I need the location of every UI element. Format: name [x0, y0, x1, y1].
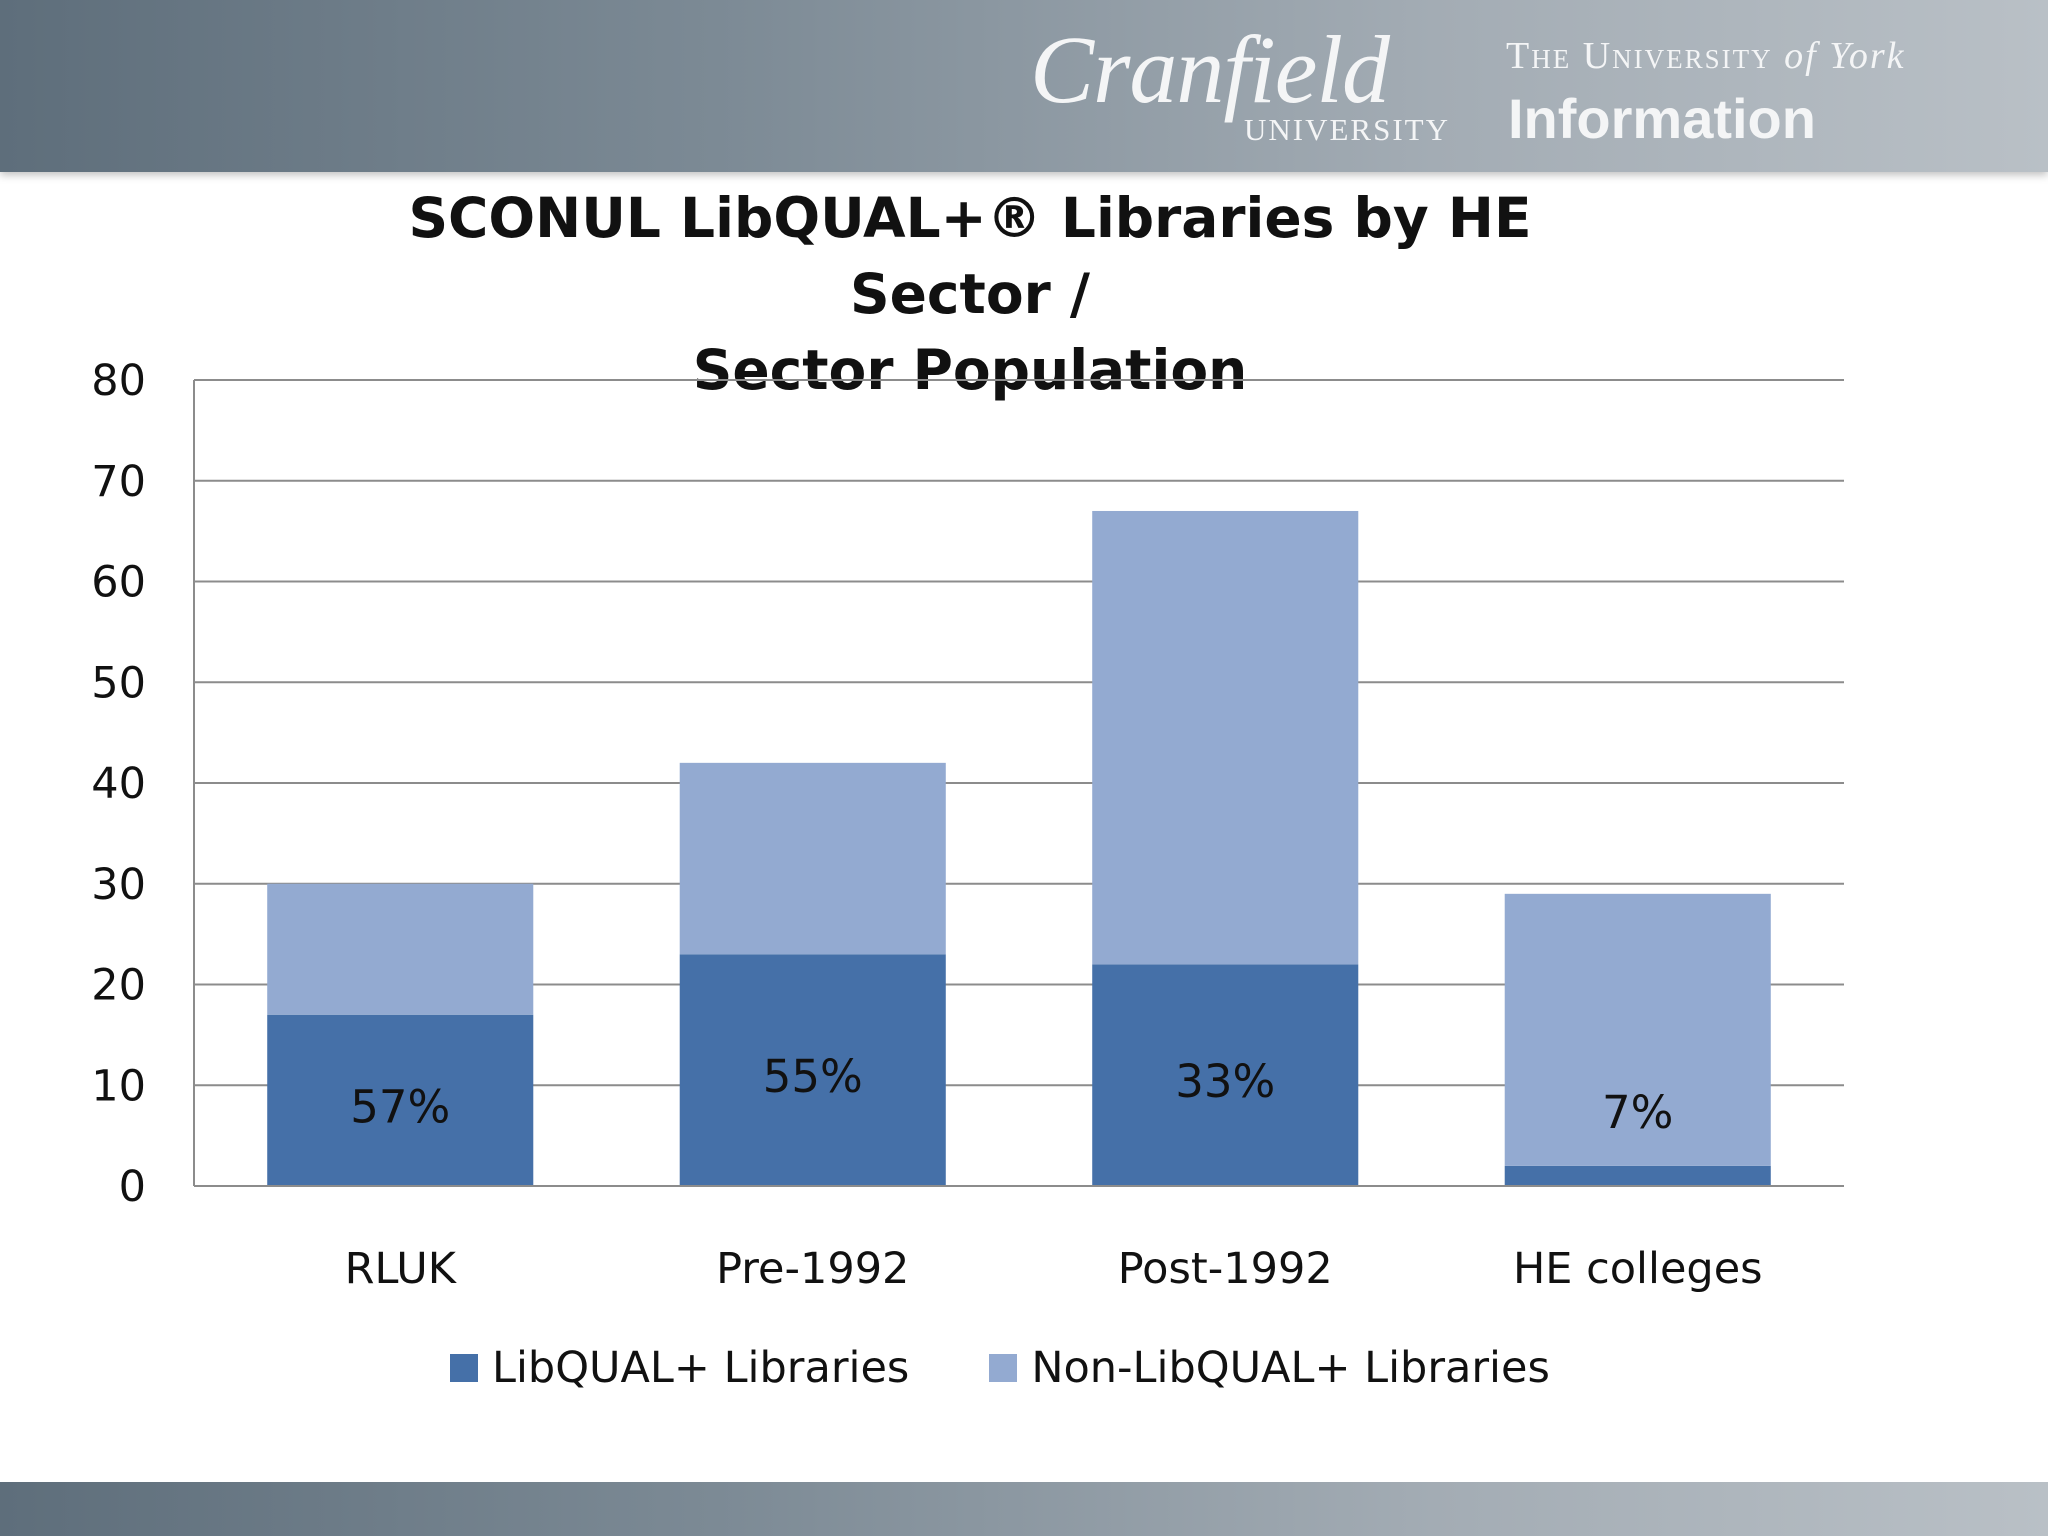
y-tick-label: 10: [91, 1061, 146, 1111]
bar-non-libqual-1: [679, 762, 946, 955]
data-label: 33%: [1175, 1055, 1275, 1108]
data-label: 57%: [350, 1080, 450, 1133]
legend-item: Non-LibQUAL+ Libraries: [989, 1343, 1550, 1393]
x-tick-label: HE colleges: [1513, 1244, 1763, 1294]
y-tick-label: 20: [91, 961, 146, 1011]
y-tick-label: 0: [119, 1162, 146, 1212]
bar-non-libqual-2: [1092, 510, 1359, 965]
cranfield-logo-subtext: UNIVERSITY: [1244, 112, 1450, 147]
legend-swatch: [989, 1354, 1018, 1382]
york-logo-script: of York: [1784, 35, 1906, 77]
legend-swatch: [450, 1354, 478, 1382]
bar-non-libqual-0: [267, 883, 534, 1015]
chart-title: SCONUL LibQUAL+® Libraries by HE Sector …: [300, 180, 1640, 408]
legend-label: Non-LibQUAL+ Libraries: [1031, 1343, 1550, 1393]
york-logo-prefix: The University: [1506, 35, 1785, 77]
chart-title-line-1: SCONUL LibQUAL+® Libraries by HE Sector …: [408, 186, 1532, 326]
x-tick-label: Pre-1992: [716, 1244, 909, 1294]
y-tick-label: 60: [91, 558, 146, 608]
header-banner: Cranfield UNIVERSITY The University of Y…: [0, 0, 2048, 172]
chart-legend: LibQUAL+ Libraries Non-LibQUAL+ Libraries: [450, 1338, 1630, 1398]
x-tick-label: Post-1992: [1118, 1244, 1333, 1294]
legend-label: LibQUAL+ Libraries: [492, 1343, 910, 1393]
chart-title-line-2: Sector Population: [692, 338, 1248, 402]
bar-libqual-3: [1504, 1165, 1771, 1186]
footer-bar: [0, 1482, 2048, 1536]
university-of-york-information-logo: The University of York Information: [1506, 34, 2026, 154]
york-logo-university-text: The University of York: [1506, 34, 1906, 78]
bar-libqual-1: [679, 954, 946, 1186]
bar-libqual-0: [267, 1014, 534, 1186]
york-logo-information-text: Information: [1508, 87, 1816, 150]
y-tick-label: 30: [91, 860, 146, 910]
y-tick-label: 80: [91, 356, 146, 406]
cranfield-university-logo: Cranfield UNIVERSITY: [1030, 22, 1450, 152]
data-label: 7%: [1602, 1086, 1673, 1139]
y-tick-label: 40: [91, 759, 146, 809]
x-tick-label: RLUK: [345, 1244, 458, 1294]
y-tick-label: 70: [91, 457, 146, 507]
legend-item: LibQUAL+ Libraries: [450, 1343, 909, 1393]
bar-non-libqual-3: [1504, 893, 1771, 1166]
cranfield-logo-wordmark: Cranfield: [1030, 16, 1390, 123]
bar-libqual-2: [1092, 964, 1359, 1186]
y-tick-label: 50: [91, 658, 146, 708]
data-label: 55%: [763, 1050, 863, 1103]
